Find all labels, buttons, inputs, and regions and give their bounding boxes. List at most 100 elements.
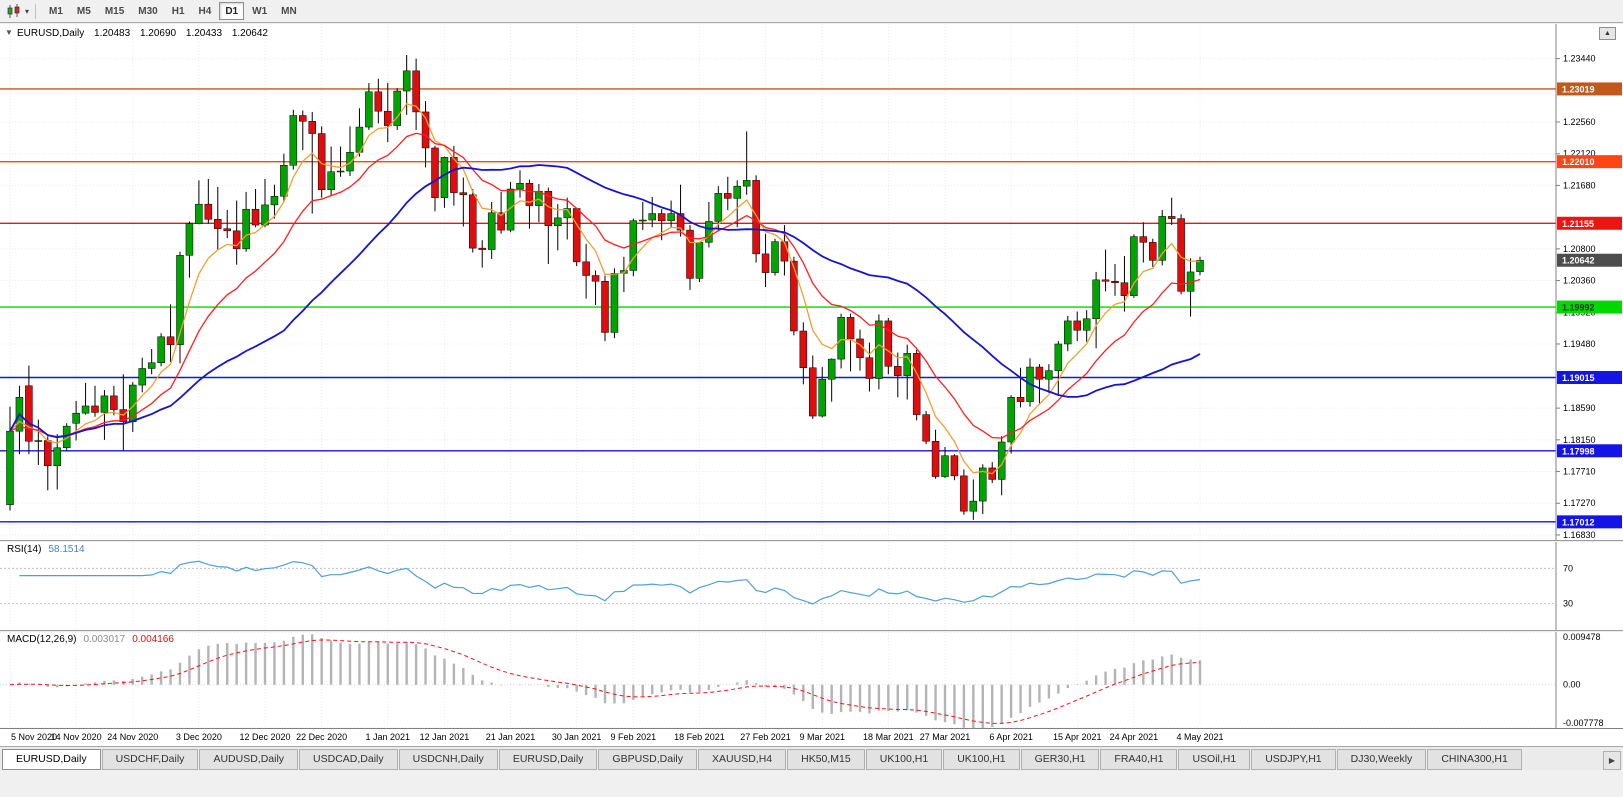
svg-text:1.20800: 1.20800 (1563, 244, 1596, 254)
one-click-trading-icon[interactable]: ▼ (5, 28, 13, 37)
fast-ma-line (9, 103, 1201, 475)
chart-ohlc-header: EURUSD,Daily 1.20483 1.20690 1.20433 1.2… (17, 28, 275, 39)
tab-scroll-right-button[interactable]: ▶ (1603, 751, 1621, 770)
timeframe-button-mn[interactable]: MN (281, 5, 297, 17)
timeframe-button-m1[interactable]: M1 (49, 5, 63, 17)
price-level-box[interactable] (1557, 300, 1622, 314)
price-level-box[interactable] (1557, 515, 1622, 529)
svg-text:1.21155: 1.21155 (1562, 219, 1594, 229)
candlestick-chart-icon[interactable] (4, 2, 24, 20)
chart-tab-usdjpy-h1[interactable]: USDJPY,H1 (1251, 749, 1336, 770)
timeframe-toolbar: M1 M5 M15 M30 H1 H4 D1 W1 MN (42, 2, 304, 20)
current-price-box (1557, 253, 1622, 267)
chart-tab-gbpusd-daily[interactable]: GBPUSD,Daily (598, 749, 698, 770)
chart-symbol-label: EURUSD,Daily (17, 28, 85, 39)
macd-signal-value: 0.004166 (132, 634, 174, 645)
svg-text:1.23019: 1.23019 (1562, 84, 1595, 94)
horizontal-price-levels[interactable] (0, 88, 1556, 523)
svg-text:1.19480: 1.19480 (1563, 339, 1596, 349)
date-label: 24 Nov 2020 (107, 732, 159, 742)
slow-ma-line (9, 164, 1201, 439)
timeframe-button-m30[interactable]: M30 (138, 5, 158, 17)
top-toolbar: ▾ M1 M5 M15 M30 H1 H4 D1 W1 MN (0, 0, 1623, 23)
chart-tab-eurusd-daily[interactable]: EURUSD,Daily (498, 749, 598, 770)
chart-tabs-bar: EURUSD,Daily USDCHF,Daily AUDUSD,Daily USDC… (0, 746, 1623, 770)
timeframe-button-m15[interactable]: M15 (104, 5, 125, 17)
rsi-label: RSI(14) 58.1514 (7, 544, 92, 555)
svg-text:1.16830: 1.16830 (1563, 530, 1596, 540)
svg-text:0.00: 0.00 (1563, 680, 1581, 690)
date-label: 5 Nov 2020 (10, 732, 58, 742)
chart-tab-dj30-weekly[interactable]: DJ30,Weekly (1336, 749, 1427, 770)
timeframe-button-d1[interactable]: D1 (219, 2, 245, 20)
rsi-value: 58.1514 (48, 544, 85, 555)
main-price-chart[interactable]: 1.23440 1.22560 1.22120 1.21680 1.20800 1.203… (0, 24, 1623, 540)
chart-tab-usdcad-daily[interactable]: USDCAD,Daily (299, 749, 398, 770)
svg-text:1.17710: 1.17710 (1563, 467, 1596, 477)
svg-text:1.18150: 1.18150 (1563, 435, 1596, 445)
rsi-name: RSI(14) (7, 544, 42, 555)
date-axis: 5 Nov 2020 14 Nov 2020 24 Nov 2020 3 Dec 20… (0, 728, 1623, 746)
date-label: 1 Jan 2021 (365, 732, 411, 742)
timeframe-button-h1[interactable]: H1 (171, 5, 185, 17)
svg-text:1.20642: 1.20642 (1562, 256, 1595, 266)
candlestick-chart-glyph (7, 3, 20, 18)
date-label: 14 Nov 2020 (50, 732, 102, 742)
date-label: 12 Dec 2020 (239, 732, 291, 742)
svg-text:1.17270: 1.17270 (1563, 498, 1596, 508)
timeframe-button-h4[interactable]: H4 (198, 5, 212, 17)
timeframe-button-m5[interactable]: M5 (76, 5, 91, 17)
chart-tab-xauusd-h4[interactable]: XAUUSD,H4 (698, 749, 787, 770)
medium-ma-line (9, 132, 1201, 439)
price-level-box[interactable] (1557, 444, 1622, 458)
chart-tab-ger30-h1[interactable]: GER30,H1 (1020, 749, 1100, 770)
macd-label: MACD(12,26,9) 0.003017 0.004166 (7, 634, 181, 645)
rsi-indicator-panel[interactable]: 70 30 (0, 542, 1623, 630)
date-label: 22 Dec 2020 (296, 732, 348, 742)
chart-tab-uk100-h1[interactable]: UK100,H1 (943, 749, 1020, 770)
chart-window: 1.23440 1.22560 1.22120 1.21680 1.20800 1.203… (0, 24, 1623, 746)
main-grid (0, 24, 1556, 540)
svg-text:1.20360: 1.20360 (1563, 276, 1596, 286)
chart-tab-usdcnh-daily[interactable]: USDCNH,Daily (398, 749, 498, 770)
ohlc-open-value: 1.20483 (94, 28, 131, 39)
macd-histogram (18, 634, 1202, 728)
rsi-line (19, 560, 1201, 605)
macd-indicator-panel[interactable]: 0.009478 0.00 -0.007778 (0, 632, 1623, 728)
svg-text:1.22120: 1.22120 (1563, 149, 1596, 159)
panel-splitter[interactable] (0, 630, 1623, 632)
price-level-box[interactable] (1557, 216, 1622, 230)
chart-tab-eurusd-daily[interactable]: EURUSD,Daily (2, 749, 101, 770)
price-level-box[interactable] (1557, 155, 1622, 169)
svg-text:1.17998: 1.17998 (1562, 446, 1595, 456)
chart-tab-fra40-h1[interactable]: FRA40,H1 (1100, 749, 1178, 770)
date-label: 27 Feb 2021 (740, 732, 791, 742)
chart-tab-hk50-m15[interactable]: HK50,M15 (787, 749, 865, 770)
date-label: 30 Jan 2021 (551, 732, 602, 742)
svg-text:1.19992: 1.19992 (1562, 303, 1595, 313)
svg-text:1.21680: 1.21680 (1563, 180, 1596, 190)
svg-text:1.23440: 1.23440 (1563, 54, 1596, 64)
chart-tab-china300-h1[interactable]: CHINA300,H1 (1427, 749, 1522, 770)
chart-tabs: EURUSD,Daily USDCHF,Daily AUDUSD,Daily USDC… (2, 749, 1523, 770)
svg-text:0.009478: 0.009478 (1563, 632, 1601, 642)
date-label: 9 Feb 2021 (610, 732, 657, 742)
date-label: 4 May 2021 (1176, 732, 1224, 742)
chart-scroll-up-button[interactable]: ▲ (1599, 27, 1616, 40)
date-label: 24 Apr 2021 (1109, 732, 1159, 742)
chart-tab-audusd-daily[interactable]: AUDUSD,Daily (199, 749, 299, 770)
timeframe-button-w1[interactable]: W1 (252, 5, 268, 17)
chart-tab-usdchf-daily[interactable]: USDCHF,Daily (101, 749, 199, 770)
svg-text:1.22560: 1.22560 (1563, 117, 1596, 127)
chart-type-dropdown-icon[interactable]: ▾ (25, 6, 30, 16)
ohlc-close-value: 1.20642 (231, 28, 268, 39)
svg-text:1.17012: 1.17012 (1562, 517, 1595, 527)
panel-splitter[interactable] (0, 540, 1623, 542)
chart-tab-uk100-h1[interactable]: UK100,H1 (865, 749, 943, 770)
chart-tab-usoil-h1[interactable]: USOil,H1 (1178, 749, 1251, 770)
status-strip (0, 770, 1623, 797)
price-level-box[interactable] (1557, 370, 1622, 384)
svg-text:1.22010: 1.22010 (1562, 157, 1595, 167)
price-level-box[interactable] (1557, 82, 1622, 96)
